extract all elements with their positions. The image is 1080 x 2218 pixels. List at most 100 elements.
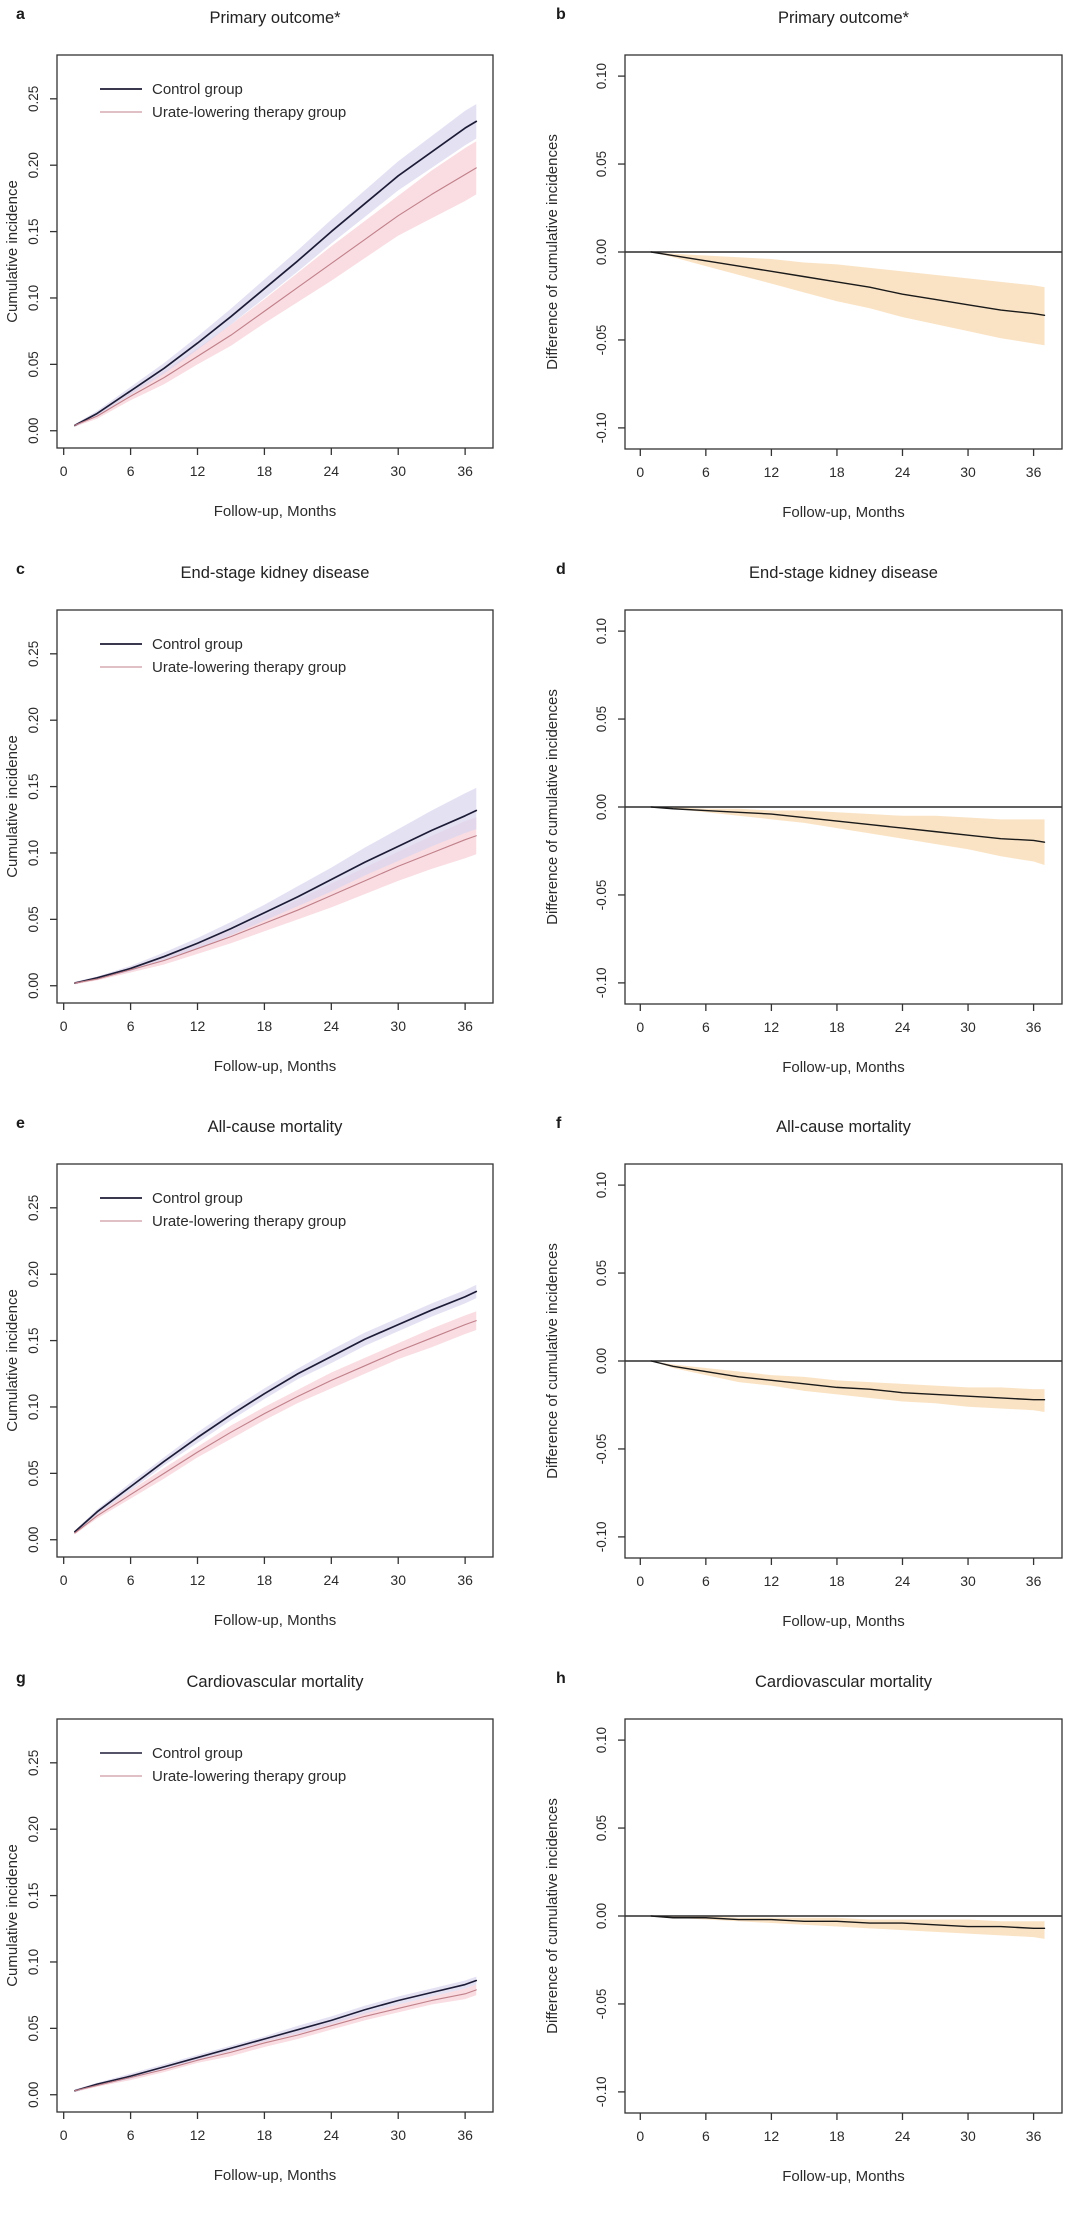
- svg-text:6: 6: [127, 2127, 135, 2143]
- svg-text:6: 6: [702, 464, 710, 480]
- panel-a-chart: 0 6 12 18 24 30 36 0.00 0.05 0.10 0.15 0.20 0.25 Cumu…: [4, 54, 494, 520]
- svg-text:0.00: 0.00: [594, 793, 609, 819]
- svg-text:30: 30: [390, 2127, 406, 2143]
- svg-text:Urate-lowering therapy group: Urate-lowering therapy group: [152, 1213, 346, 1230]
- panel-f-letter: f: [556, 1115, 562, 1132]
- svg-text:0.00: 0.00: [594, 1902, 609, 1928]
- svg-text:30: 30: [960, 464, 976, 480]
- svg-text:-0.05: -0.05: [594, 325, 609, 356]
- svg-text:0.20: 0.20: [26, 152, 41, 178]
- svg-text:0.15: 0.15: [26, 773, 41, 799]
- svg-text:18: 18: [829, 1573, 845, 1589]
- panel-d: d End-stage kidney disease 0 6 12 18 24 30 36 -…: [540, 555, 1080, 1110]
- svg-text:24: 24: [895, 1573, 911, 1589]
- svg-text:0.00: 0.00: [26, 2081, 41, 2107]
- panel-e: e All-cause mortality 0 6 12 18 24 30 36 0.00 0.…: [0, 1109, 540, 1664]
- svg-text:0.05: 0.05: [26, 906, 41, 932]
- panel-c-letter: c: [16, 560, 25, 578]
- svg-text:0.10: 0.10: [594, 1726, 609, 1752]
- panel-c-chart: 0 6 12 18 24 30 36 0.00 0.05 0.10 0.15 0.20 0.25 Cumu…: [4, 608, 494, 1075]
- svg-text:0.20: 0.20: [26, 1261, 41, 1287]
- svg-text:0.10: 0.10: [594, 63, 609, 89]
- svg-text:12: 12: [190, 1018, 206, 1034]
- svg-text:-0.10: -0.10: [594, 2076, 609, 2107]
- svg-text:0: 0: [636, 464, 644, 480]
- svg-text:Difference of cumulative incid: Difference of cumulative incidences: [544, 1798, 561, 2034]
- panel-h-chart: 0 6 12 18 24 30 36 -0.10 -0.05 0.00 0.05 0.10 Differ…: [544, 1717, 1063, 2185]
- svg-text:0.20: 0.20: [26, 1816, 41, 1842]
- svg-text:Cumulative incidence: Cumulative incidence: [4, 180, 21, 323]
- svg-text:12: 12: [764, 464, 780, 480]
- svg-text:0.05: 0.05: [594, 151, 609, 177]
- svg-text:0.15: 0.15: [26, 1882, 41, 1908]
- panel-g: g Cardiovascular mortality 0 6 12 18 24 30 36 0…: [0, 1664, 540, 2218]
- panel-a-title: Primary outcome*: [209, 9, 341, 27]
- panel-e-chart: 0 6 12 18 24 30 36 0.00 0.05 0.10 0.15 0.20 0.25 Cumu…: [4, 1163, 494, 1629]
- svg-text:30: 30: [960, 1019, 976, 1035]
- svg-text:6: 6: [127, 1572, 135, 1588]
- svg-text:0.25: 0.25: [26, 1195, 41, 1221]
- svg-text:18: 18: [257, 1572, 273, 1588]
- svg-text:Urate-lowering therapy group: Urate-lowering therapy group: [152, 1768, 346, 1785]
- panel-g-title: Cardiovascular mortality: [186, 1672, 364, 1691]
- svg-text:12: 12: [764, 1019, 780, 1035]
- panel-f: f All-cause mortality 0 6 12 18 24 30 36 -0.10 -…: [540, 1109, 1080, 1664]
- panel-h-title: Cardiovascular mortality: [755, 1672, 932, 1691]
- svg-text:36: 36: [1026, 1573, 1042, 1589]
- svg-text:Follow-up, Months: Follow-up, Months: [214, 1058, 337, 1075]
- panel-b: b Primary outcome* 0 6 12 18 24 30 36 -0.10 -0.0…: [540, 0, 1080, 555]
- svg-text:0: 0: [60, 1018, 68, 1034]
- svg-text:0.10: 0.10: [26, 1394, 41, 1420]
- svg-text:0.25: 0.25: [26, 1749, 41, 1775]
- svg-text:0: 0: [60, 1572, 68, 1588]
- svg-text:36: 36: [457, 2127, 473, 2143]
- panel-f-chart: 0 6 12 18 24 30 36 -0.10 -0.05 0.00 0.05 0.10 Differ…: [544, 1163, 1063, 1630]
- svg-text:Control group: Control group: [152, 1745, 243, 1762]
- panel-b-title: Primary outcome*: [777, 9, 910, 27]
- svg-text:-0.10: -0.10: [594, 1522, 609, 1553]
- svg-text:6: 6: [702, 1019, 710, 1035]
- svg-text:6: 6: [702, 1573, 710, 1589]
- svg-text:Follow-up, Months: Follow-up, Months: [214, 503, 337, 520]
- svg-text:18: 18: [257, 1018, 273, 1034]
- svg-text:-0.05: -0.05: [594, 879, 609, 910]
- svg-text:36: 36: [1026, 464, 1042, 480]
- svg-text:Control group: Control group: [152, 636, 243, 653]
- panel-g-letter: g: [16, 1669, 26, 1687]
- svg-text:0.25: 0.25: [26, 640, 41, 666]
- svg-text:12: 12: [190, 1572, 206, 1588]
- svg-text:Urate-lowering therapy group: Urate-lowering therapy group: [152, 659, 346, 676]
- svg-text:Follow-up, Months: Follow-up, Months: [782, 2168, 905, 2185]
- panel-d-title: End-stage kidney disease: [749, 563, 938, 582]
- svg-text:6: 6: [127, 1018, 135, 1034]
- svg-text:0.10: 0.10: [26, 1948, 41, 1974]
- panel-d-chart: 0 6 12 18 24 30 36 -0.10 -0.05 0.00 0.05 0.10 Differ…: [544, 608, 1063, 1076]
- svg-text:0.10: 0.10: [26, 285, 41, 311]
- svg-text:6: 6: [127, 463, 135, 479]
- svg-text:24: 24: [324, 1018, 340, 1034]
- svg-text:-0.10: -0.10: [594, 967, 609, 998]
- svg-text:0.15: 0.15: [26, 1327, 41, 1353]
- svg-text:Follow-up, Months: Follow-up, Months: [782, 504, 905, 521]
- svg-text:0: 0: [636, 2128, 644, 2144]
- svg-text:0.05: 0.05: [26, 351, 41, 377]
- svg-text:18: 18: [829, 464, 845, 480]
- svg-text:24: 24: [895, 2128, 911, 2144]
- svg-text:Follow-up, Months: Follow-up, Months: [782, 1059, 905, 1076]
- panel-c: c End-stage kidney disease 0 6 12 18 24 30 36 0…: [0, 555, 540, 1110]
- svg-text:18: 18: [257, 463, 273, 479]
- panel-d-letter: d: [556, 560, 566, 578]
- svg-text:0.10: 0.10: [594, 617, 609, 643]
- svg-text:0: 0: [60, 463, 68, 479]
- svg-text:30: 30: [390, 1572, 406, 1588]
- panel-a-letter: a: [16, 6, 25, 23]
- svg-text:0.20: 0.20: [26, 707, 41, 733]
- svg-text:6: 6: [702, 2128, 710, 2144]
- svg-text:Control group: Control group: [152, 1190, 243, 1207]
- svg-text:36: 36: [457, 463, 473, 479]
- svg-text:12: 12: [190, 2127, 206, 2143]
- svg-text:36: 36: [457, 1018, 473, 1034]
- svg-text:24: 24: [895, 1019, 911, 1035]
- svg-text:Cumulative incidence: Cumulative incidence: [4, 1289, 21, 1432]
